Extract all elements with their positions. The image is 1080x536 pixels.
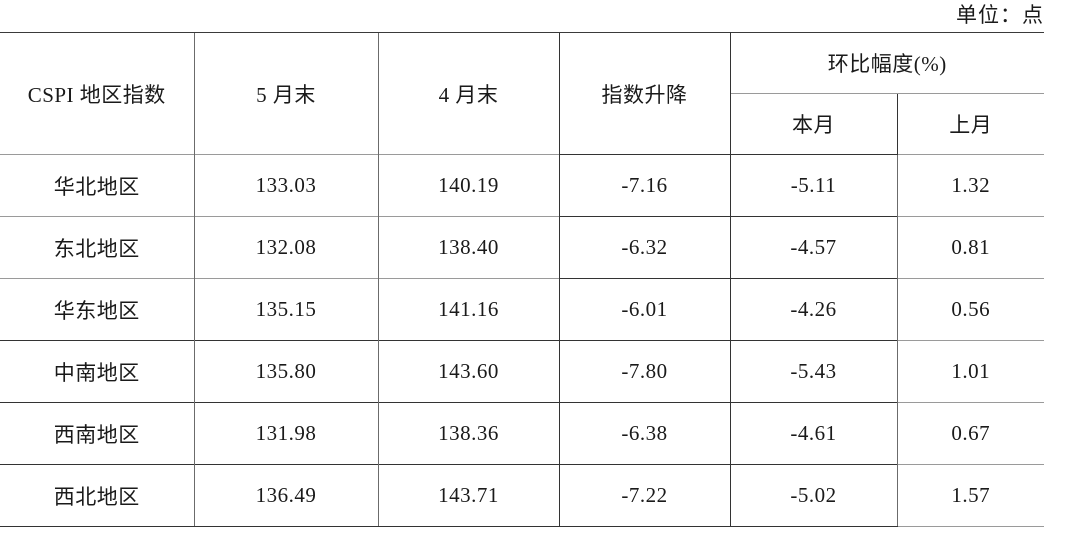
cell-mom-last-month: 0.67 — [896, 402, 1045, 465]
cell-apr-end: 138.36 — [377, 402, 559, 465]
cell-may-end: 133.03 — [193, 154, 378, 217]
cell-index-change: -6.01 — [558, 278, 731, 341]
table-row: 华北地区 133.03 140.19 -7.16 -5.11 1.32 — [0, 154, 1045, 217]
cell-apr-end: 141.16 — [377, 278, 559, 341]
cell-mom-this-month: -5.43 — [730, 340, 897, 403]
header-col-mom-last-month: 上月 — [896, 93, 1045, 155]
cell-may-end: 136.49 — [193, 464, 378, 527]
cell-mom-last-month: 1.01 — [896, 340, 1045, 403]
header-col-mom-this-month: 本月 — [730, 93, 898, 155]
cell-may-end: 132.08 — [193, 216, 378, 279]
table-header: CSPI 地区指数 5 月末 4 月末 指数升降 环比幅度(%) 本月 上月 — [0, 32, 1045, 155]
cell-region: 西南地区 — [0, 402, 194, 465]
cell-index-change: -6.38 — [558, 402, 731, 465]
table-row: 西南地区 131.98 138.36 -6.38 -4.61 0.67 — [0, 402, 1045, 465]
cell-mom-this-month: -5.11 — [730, 154, 897, 217]
cell-mom-this-month: -4.61 — [730, 402, 897, 465]
header-row-primary: CSPI 地区指数 5 月末 4 月末 指数升降 环比幅度(%) — [0, 32, 1045, 155]
cspi-regional-index-table-wrapper: CSPI 地区指数 5 月末 4 月末 指数升降 环比幅度(%) 本月 上月 华… — [0, 32, 1045, 527]
cell-apr-end: 140.19 — [377, 154, 559, 217]
cell-mom-last-month: 0.56 — [896, 278, 1045, 341]
cell-apr-end: 138.40 — [377, 216, 559, 279]
unit-caption: 单位：点 — [956, 3, 1044, 27]
cell-region: 中南地区 — [0, 340, 194, 403]
cell-mom-last-month: 1.57 — [896, 464, 1045, 527]
cspi-regional-index-table: CSPI 地区指数 5 月末 4 月末 指数升降 环比幅度(%) 本月 上月 华… — [0, 32, 1045, 527]
header-col-index-change: 指数升降 — [558, 32, 731, 155]
cell-mom-this-month: -5.02 — [730, 464, 897, 527]
cell-apr-end: 143.60 — [377, 340, 559, 403]
cell-apr-end: 143.71 — [377, 464, 559, 527]
table-body: 华北地区 133.03 140.19 -7.16 -5.11 1.32 东北地区… — [0, 154, 1045, 527]
cell-may-end: 135.15 — [193, 278, 378, 341]
cell-region: 华北地区 — [0, 154, 194, 217]
cell-mom-last-month: 1.32 — [896, 154, 1045, 217]
cell-index-change: -7.16 — [558, 154, 731, 217]
header-col-apr-end: 4 月末 — [377, 32, 559, 155]
cell-region: 华东地区 — [0, 278, 194, 341]
cell-index-change: -7.80 — [558, 340, 731, 403]
header-group-month-over-month: 环比幅度(%) — [730, 32, 1045, 94]
cell-mom-this-month: -4.57 — [730, 216, 897, 279]
table-row: 中南地区 135.80 143.60 -7.80 -5.43 1.01 — [0, 340, 1045, 403]
cell-region: 东北地区 — [0, 216, 194, 279]
cell-may-end: 135.80 — [193, 340, 378, 403]
cell-mom-last-month: 0.81 — [896, 216, 1045, 279]
header-row-secondary: 本月 上月 — [0, 93, 1045, 155]
table-row: 东北地区 132.08 138.40 -6.32 -4.57 0.81 — [0, 216, 1045, 279]
cell-mom-this-month: -4.26 — [730, 278, 897, 341]
cell-index-change: -7.22 — [558, 464, 731, 527]
table-row: 西北地区 136.49 143.71 -7.22 -5.02 1.57 — [0, 464, 1045, 527]
header-col-may-end: 5 月末 — [193, 32, 378, 155]
cell-may-end: 131.98 — [193, 402, 378, 465]
header-row-label: CSPI 地区指数 — [0, 32, 194, 155]
table-row: 华东地区 135.15 141.16 -6.01 -4.26 0.56 — [0, 278, 1045, 341]
cell-index-change: -6.32 — [558, 216, 731, 279]
cell-region: 西北地区 — [0, 464, 194, 527]
